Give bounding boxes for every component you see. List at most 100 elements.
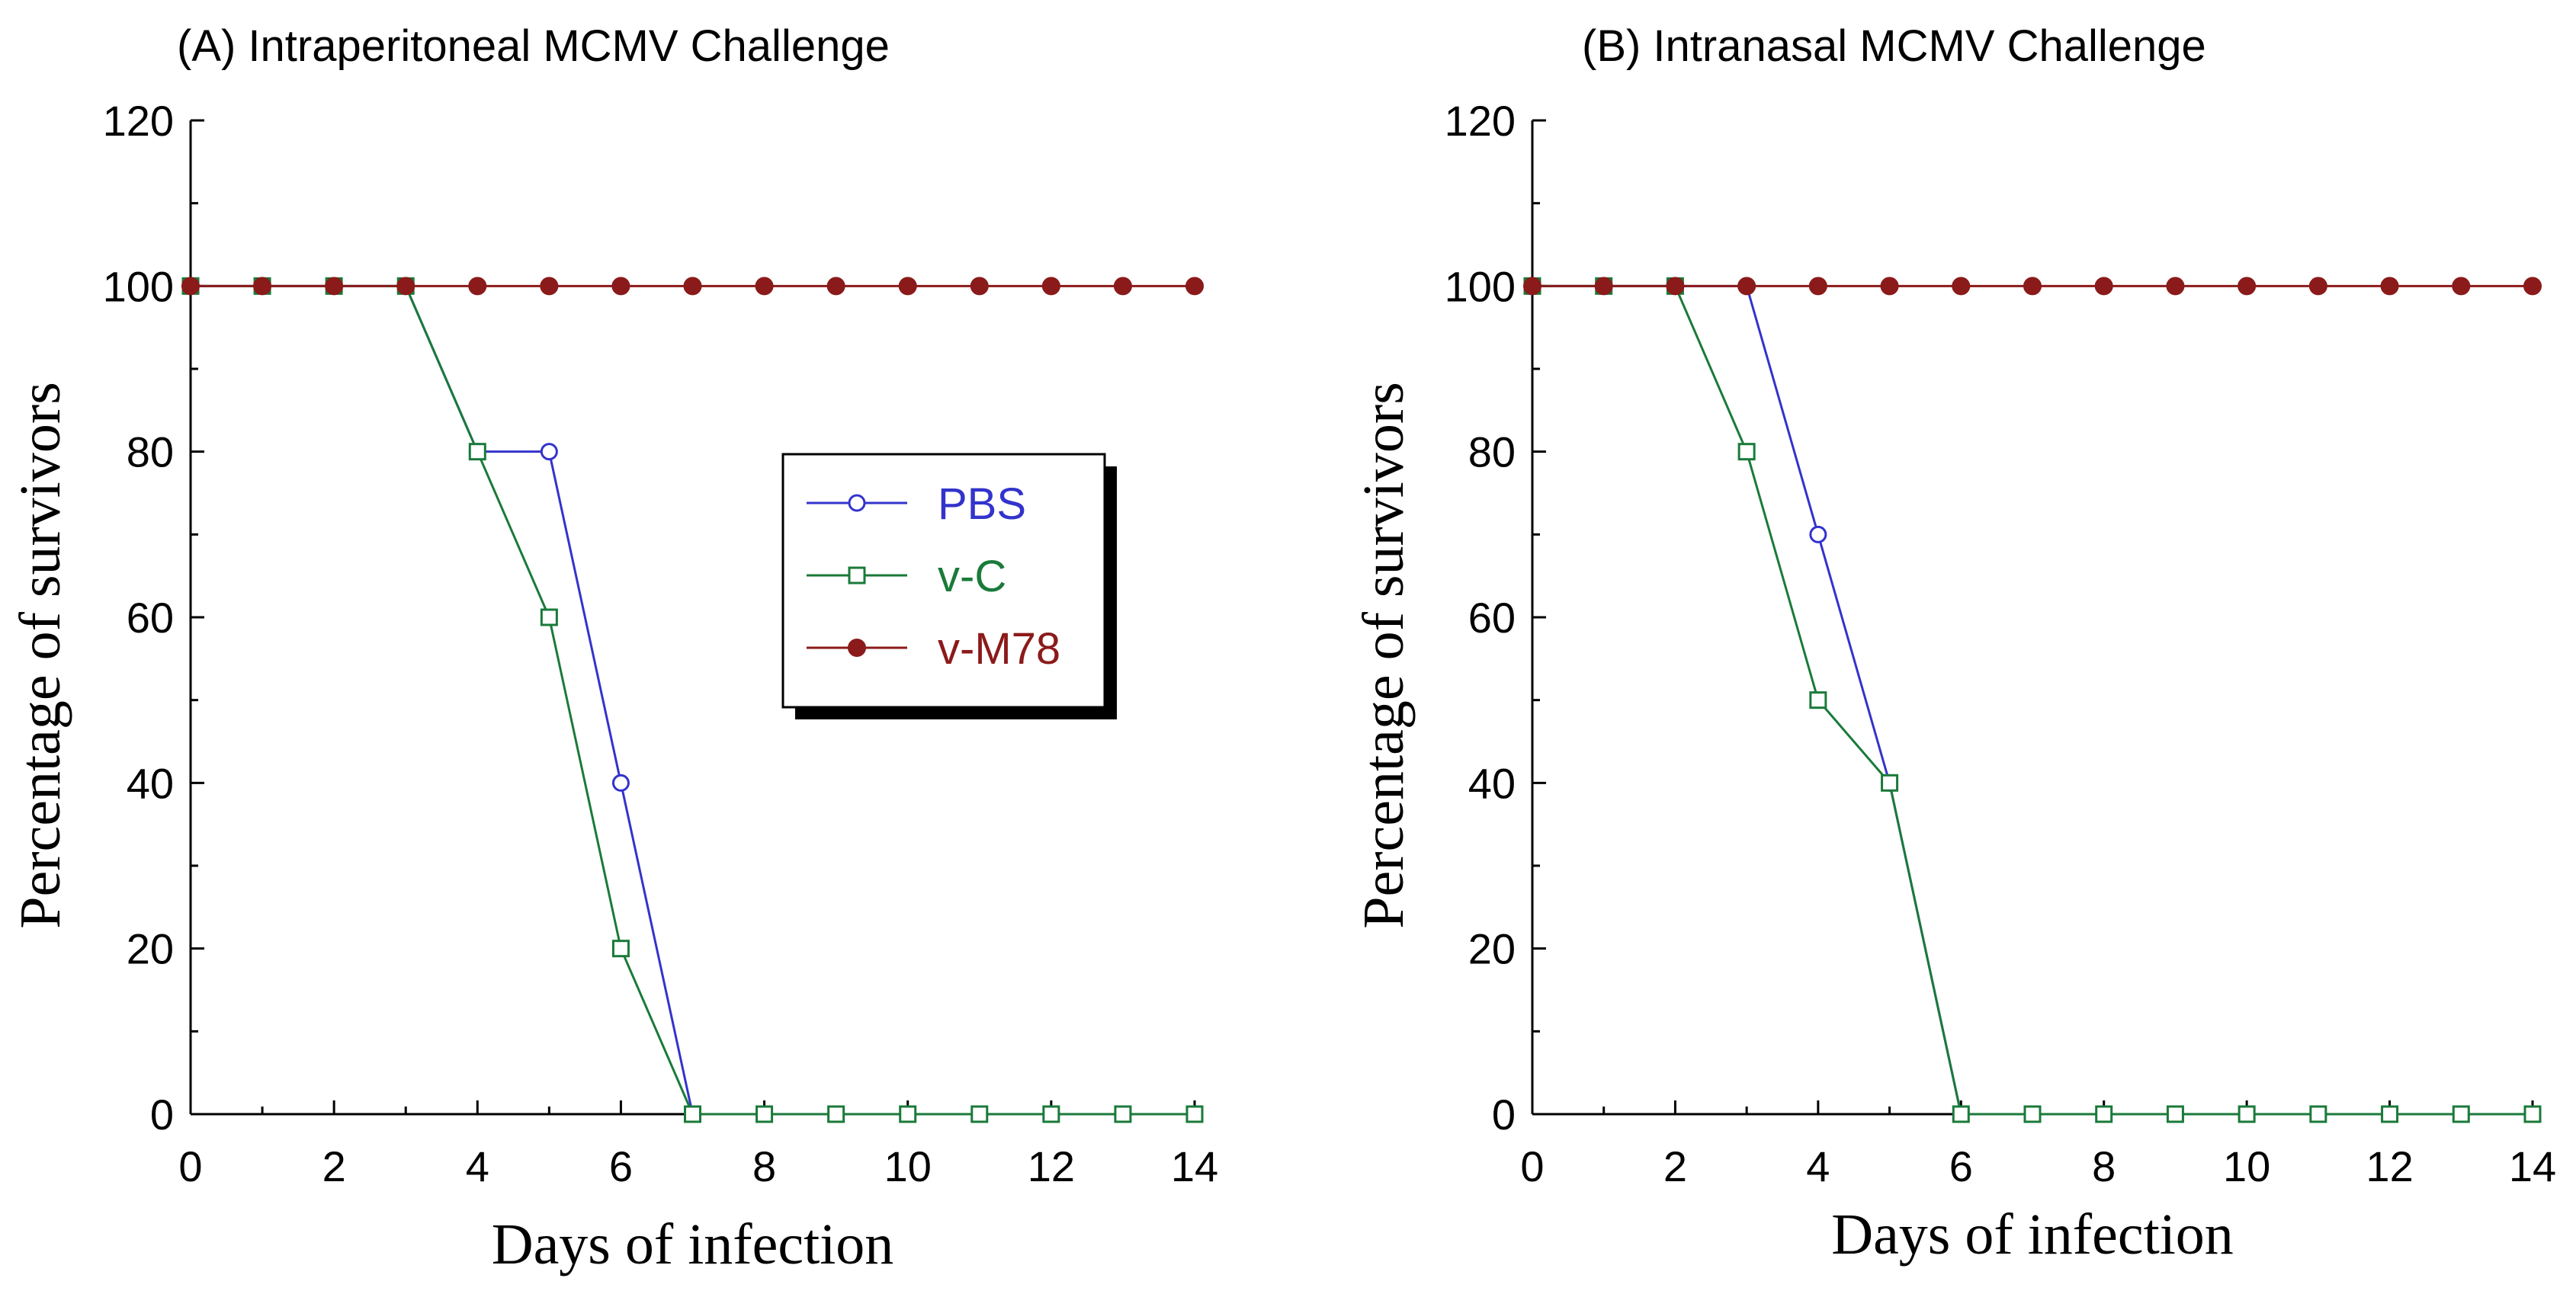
legend-label-v-m78: v-M78 [938,624,1060,674]
legend-marker-v-m78 [848,639,866,657]
x-tick-label: 0 [178,1142,202,1190]
data-point-v-m78 [1185,277,1204,296]
data-point-v-m78 [468,277,487,296]
y-tick-label: 120 [1445,97,1516,145]
x-tick-label: 6 [1949,1142,1973,1190]
data-point-v-c [2523,1105,2542,1123]
data-point-v-m78 [970,277,989,296]
x-tick-label: 14 [2509,1142,2556,1190]
data-point-v-m78 [683,277,702,296]
x-tick-label: 4 [466,1142,489,1190]
data-point-v-m78 [2238,277,2257,296]
data-point-v-c [1952,1105,1970,1123]
data-point-v-c [755,1105,774,1123]
data-point-v-c [970,1105,989,1123]
data-point-v-m78 [325,277,344,296]
data-point-v-c [2309,1105,2327,1123]
data-point-v-c [2095,1105,2113,1123]
legend-marker-v-c [848,566,866,585]
series-line-v-c [1532,284,2533,1116]
data-point-v-m78 [1880,277,1899,296]
y-tick-label: 20 [1468,925,1516,973]
y-axis-label: Percentage of survivors [1352,382,1416,929]
data-point-v-m78 [611,277,630,296]
data-point-v-m78 [1808,277,1827,296]
x-tick-label: 0 [1520,1142,1544,1190]
data-point-v-m78 [396,277,415,296]
x-tick-label: 14 [1171,1142,1218,1190]
y-tick-label: 60 [127,594,174,642]
chart-panel-b: (B) Intranasal MCMV Challenge02040608010… [1352,21,2556,1267]
data-point-v-m78 [1041,277,1060,296]
y-axis-label: Percentage of survivors [8,382,72,929]
data-point-v-c [2023,1105,2042,1123]
data-point-v-c [1881,774,1899,792]
data-point-pbs [540,443,558,461]
data-point-v-m78 [253,277,272,296]
x-tick-label: 12 [2366,1142,2413,1190]
legend-box [781,453,1106,709]
data-point-v-m78 [755,277,774,296]
y-tick-label: 60 [1468,594,1516,642]
data-point-v-m78 [540,277,559,296]
legend-label-v-c: v-C [938,552,1006,601]
data-point-pbs [1809,525,1827,543]
data-point-v-m78 [1523,277,1541,296]
chart-title: (A) Intraperitoneal MCMV Challenge [177,21,890,71]
data-point-v-c [684,1105,701,1123]
series-line-pbs [1532,284,2533,1116]
data-point-v-c [1809,691,1827,709]
data-point-v-c [468,443,486,461]
y-tick-label: 20 [127,925,174,973]
data-point-v-m78 [2094,277,2113,296]
x-tick-label: 10 [884,1142,932,1190]
x-tick-label: 2 [322,1142,346,1190]
chart-panel-a: (A) Intraperitoneal MCMV Challenge 0 20 40 6… [8,21,1218,1276]
data-point-v-m78 [2023,277,2042,296]
legend-label-pbs: PBS [938,479,1026,529]
data-point-v-m78 [1594,277,1613,296]
data-point-v-m78 [181,277,200,296]
data-point-v-c [899,1105,917,1123]
data-point-v-m78 [2166,277,2185,296]
data-point-v-c [1185,1105,1204,1123]
data-point-v-c [1042,1105,1060,1123]
data-point-pbs [611,774,630,792]
data-point-v-m78 [1952,277,1971,296]
data-point-v-c [540,608,558,626]
data-point-v-m78 [2380,277,2399,296]
data-point-v-c [2452,1105,2470,1123]
data-point-v-m78 [2452,277,2471,296]
x-axis-label: Days of infection [492,1212,894,1276]
y-tick-label: 100 [103,262,174,310]
x-tick-label: 8 [752,1142,776,1190]
data-point-v-c [1737,443,1756,461]
data-point-v-m78 [1113,277,1132,296]
y-tick-label: 40 [1468,759,1516,807]
x-tick-label: 4 [1806,1142,1830,1190]
y-tick-label: 0 [1492,1091,1516,1139]
y-tick-label: 100 [1445,262,1516,310]
data-point-v-m78 [1666,277,1685,296]
y-tick-label: 80 [127,428,174,476]
data-point-v-m78 [898,277,917,296]
data-point-v-c [2166,1105,2184,1123]
y-tick-label: 80 [1468,428,1516,476]
data-point-v-c [1114,1105,1132,1123]
x-axis-label: Days of infection [1831,1203,2234,1267]
data-point-v-c [611,940,630,958]
data-point-v-m78 [826,277,845,296]
data-point-v-c [2381,1105,2399,1123]
y-tick-label: 40 [127,759,174,807]
x-tick-label: 10 [2223,1142,2270,1190]
data-point-v-c [2238,1105,2256,1123]
legend-marker-pbs [848,494,866,512]
data-point-v-m78 [2523,277,2542,296]
data-point-v-m78 [2308,277,2327,296]
y-tick-label: 120 [103,97,174,145]
chart-title: (B) Intranasal MCMV Challenge [1582,21,2206,71]
data-point-v-m78 [1737,277,1756,296]
legend: PBS v-C v-M78 [781,453,1117,719]
data-point-v-c [827,1105,845,1123]
